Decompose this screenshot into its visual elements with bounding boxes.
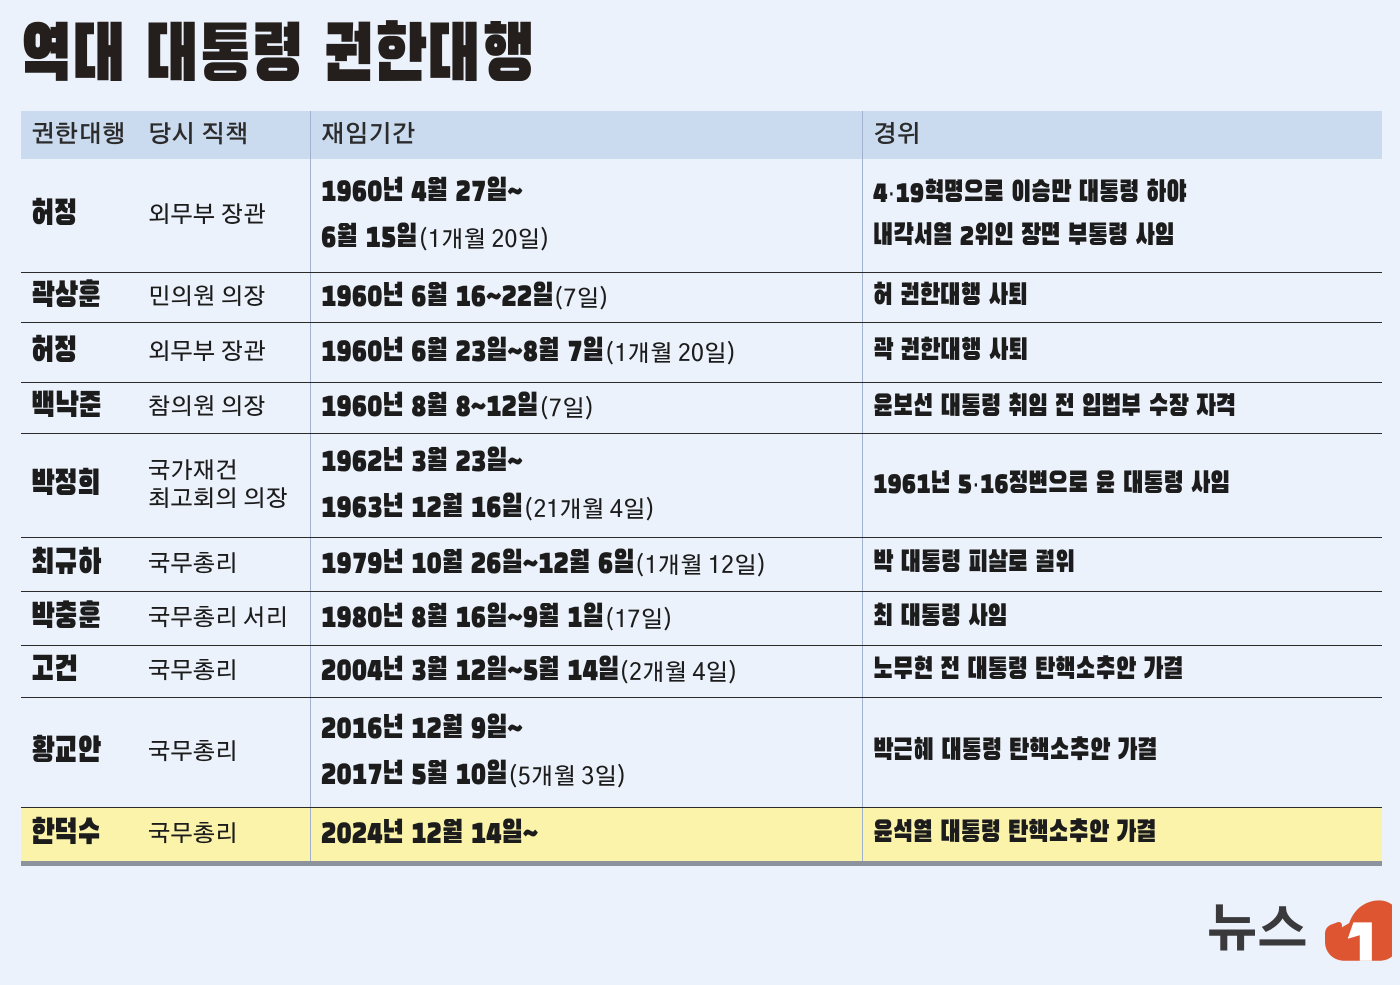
svg-text:뉴스: 뉴스 bbox=[1207, 904, 1308, 957]
